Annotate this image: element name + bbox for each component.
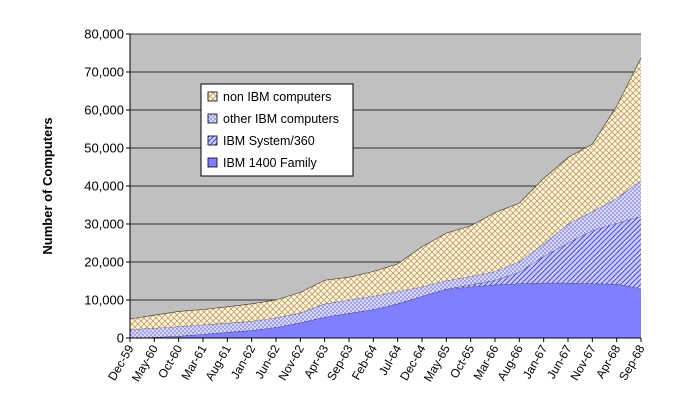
- area-ibm-system-360: [130, 216, 641, 338]
- legend-swatch: [207, 157, 218, 168]
- y-tick-label: 60,000: [84, 103, 124, 118]
- legend-swatch: [207, 113, 218, 124]
- area-series-group: [129, 57, 642, 339]
- y-tick-label: 80,000: [84, 27, 124, 42]
- y-tick-label: 30,000: [84, 217, 124, 232]
- y-tick-label: 50,000: [84, 141, 124, 156]
- x-axis-ticks: Dec-59May-60Oct-60Mar-61Aug-61Jan-62Jun-…: [105, 338, 648, 384]
- legend-label: IBM 1400 Family: [223, 156, 318, 170]
- x-tick-label: Feb-64: [349, 342, 380, 382]
- legend-box: [200, 83, 354, 177]
- y-tick-label: 10,000: [84, 293, 124, 308]
- area-non-ibm-computers: [130, 57, 641, 330]
- legend-swatch: [207, 91, 218, 102]
- gridlines: [130, 33, 641, 301]
- legend-label: non IBM computers: [223, 90, 331, 104]
- y-axis-ticks: 0 10,000 20,000 30,000 40,000 50,000 60,000 70,…: [84, 27, 130, 346]
- y-tick-label: 20,000: [84, 255, 124, 270]
- area-ibm-1400-family: [130, 282, 641, 338]
- legend: non IBM computers other IBM computers IBM …: [200, 83, 354, 177]
- area-outline: [129, 57, 642, 320]
- y-axis-title: Number of Computers: [40, 117, 55, 254]
- legend-label: IBM System/360: [223, 134, 315, 148]
- legend-label: other IBM computers: [223, 112, 339, 126]
- y-tick-label: 40,000: [84, 179, 124, 194]
- area-other-ibm-computers: [130, 180, 641, 338]
- y-tick-label: 0: [117, 331, 124, 346]
- y-tick-label: 70,000: [84, 65, 124, 80]
- legend-swatch: [207, 135, 218, 146]
